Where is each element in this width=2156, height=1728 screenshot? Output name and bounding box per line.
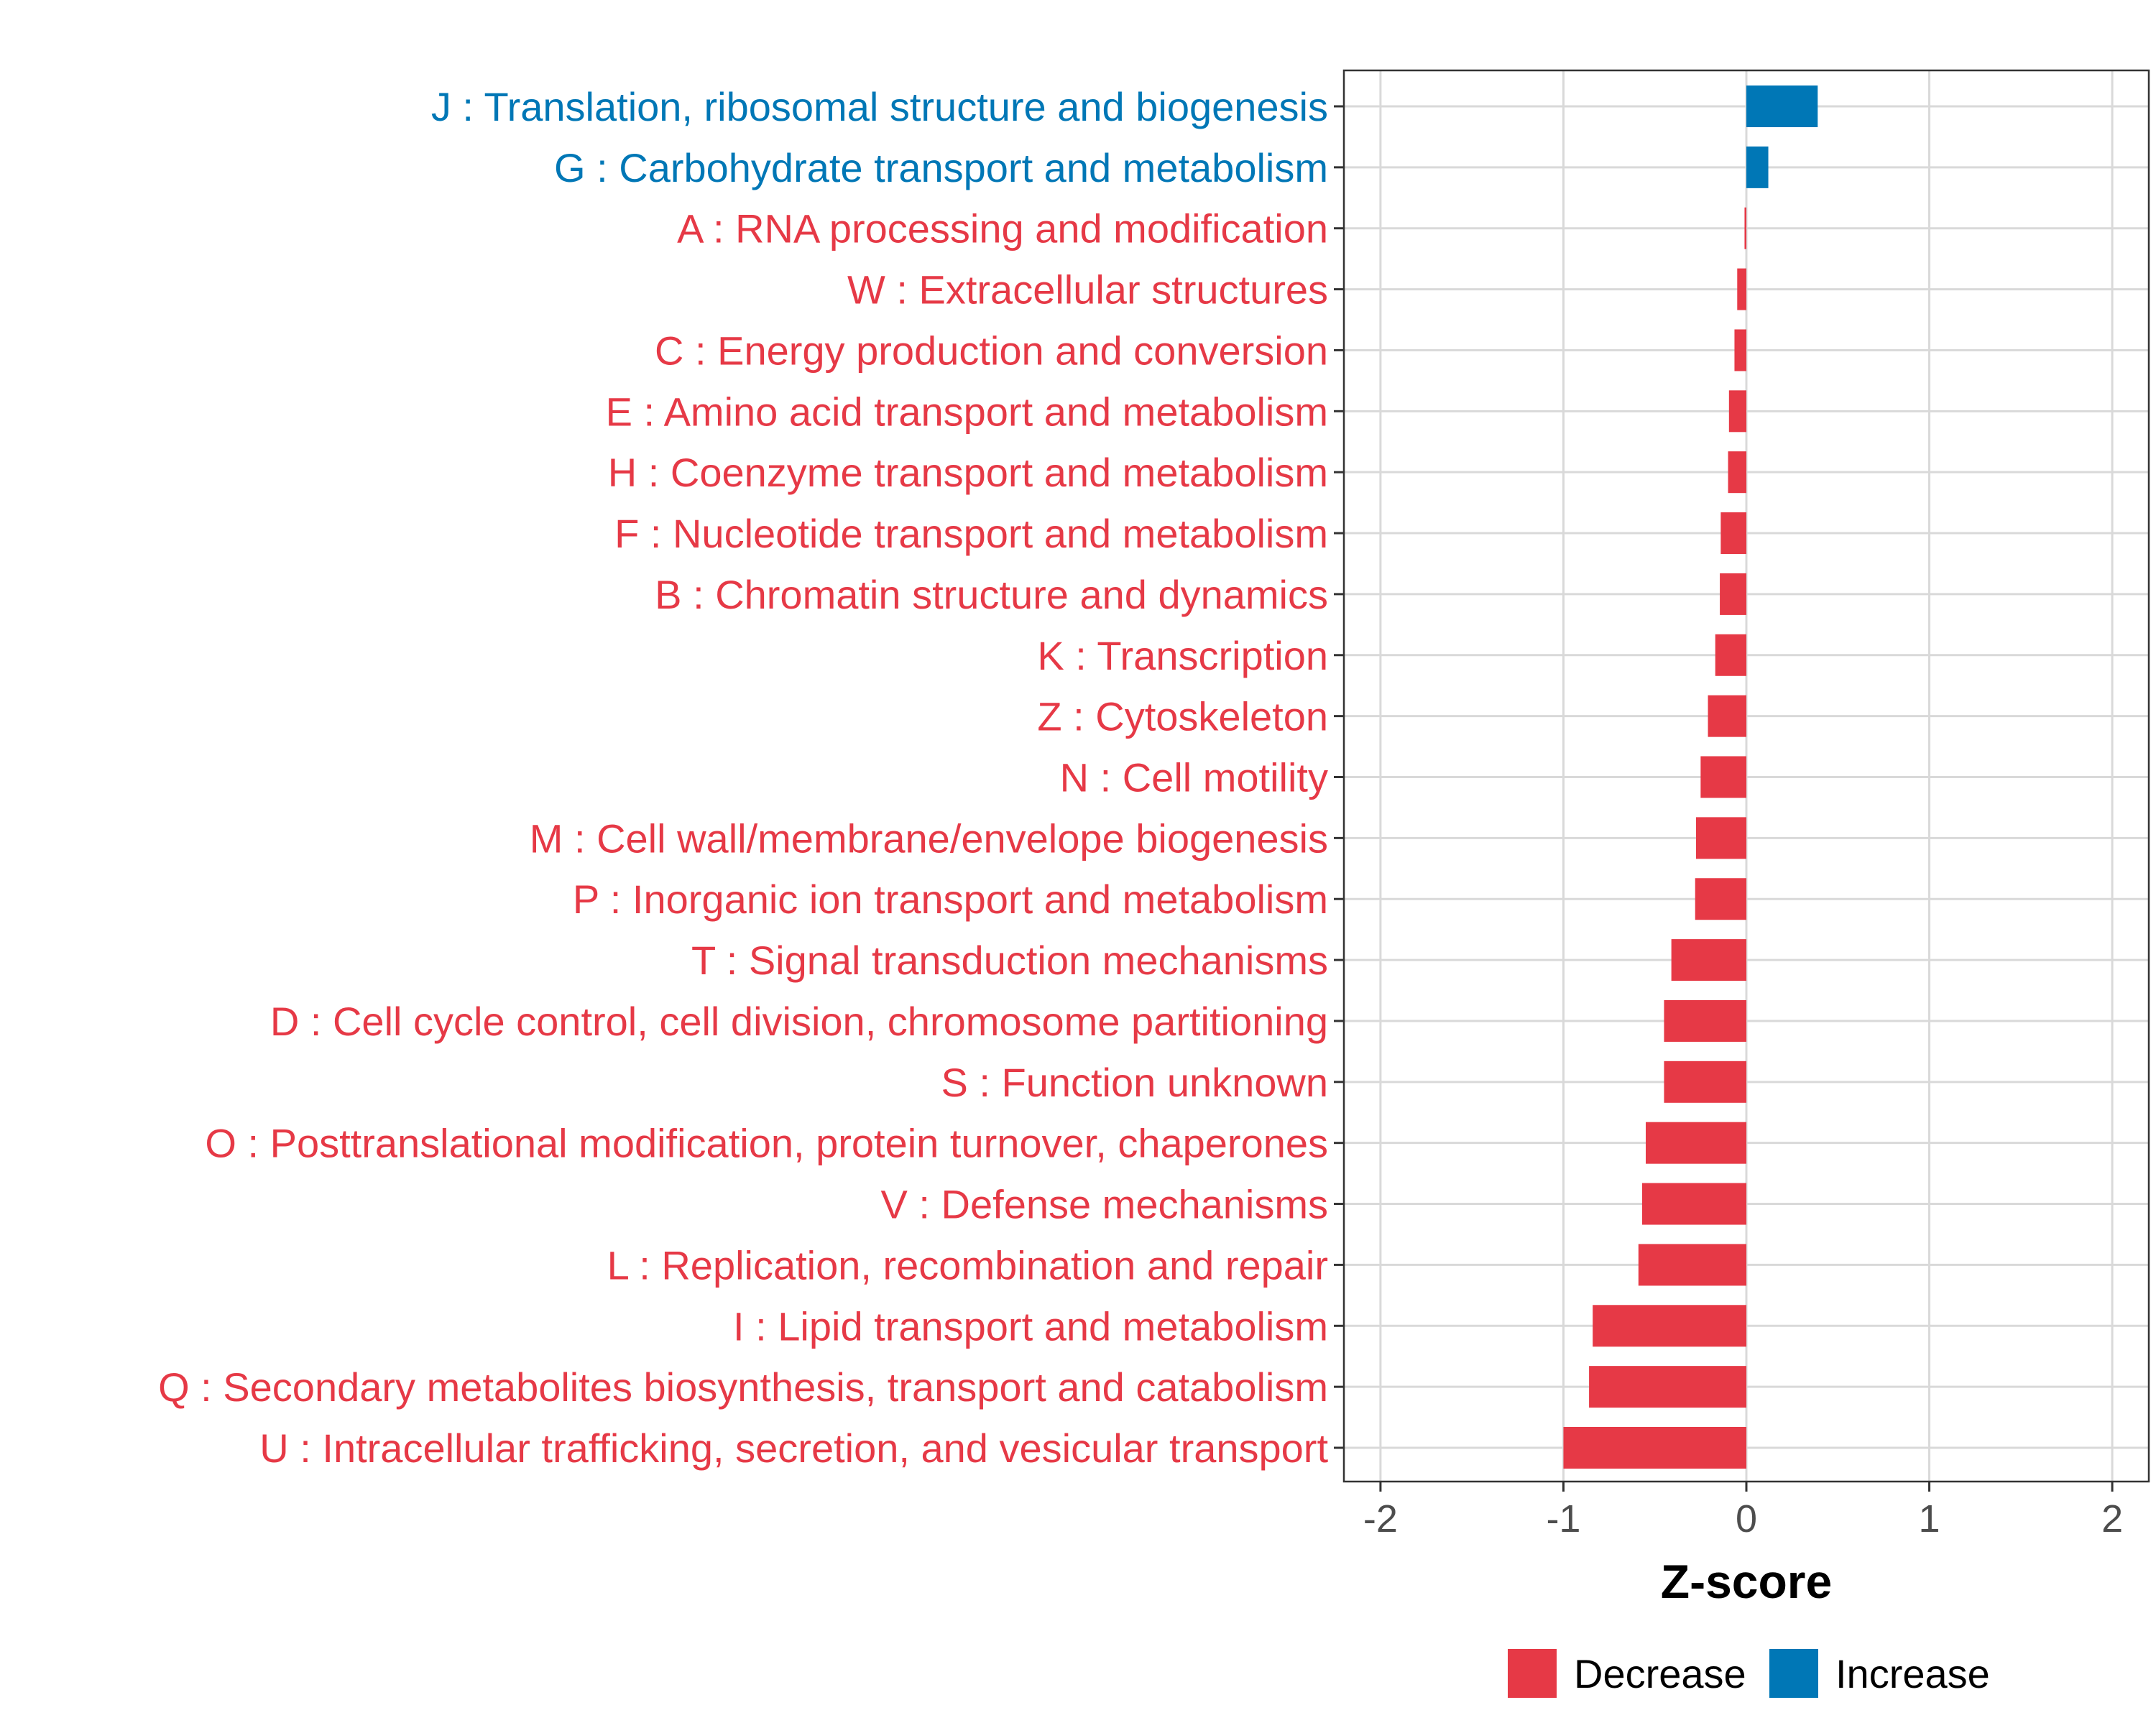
- bar-22: [1563, 1427, 1746, 1469]
- bar-20: [1593, 1305, 1746, 1347]
- category-label-4: C : Energy production and conversion: [655, 328, 1328, 373]
- category-label-19: L : Replication, recombination and repai…: [607, 1242, 1328, 1288]
- legend-swatch-decrease: [1508, 1649, 1557, 1698]
- bar-21: [1589, 1366, 1746, 1408]
- category-label-5: E : Amino acid transport and metabolism: [606, 389, 1328, 434]
- category-label-11: N : Cell motility: [1060, 755, 1328, 800]
- x-tick-label-2: 0: [1736, 1497, 1757, 1540]
- category-label-8: B : Chromatin structure and dynamics: [655, 572, 1328, 617]
- x-tick-label-1: -1: [1546, 1497, 1580, 1540]
- bar-16: [1664, 1061, 1746, 1103]
- bar-12: [1696, 817, 1746, 859]
- category-label-20: I : Lipid transport and metabolism: [733, 1303, 1328, 1349]
- bar-19: [1638, 1244, 1746, 1286]
- axes: -2 -1 0 1 2: [1334, 105, 2123, 1540]
- category-label-14: T : Signal transduction mechanisms: [691, 938, 1328, 983]
- category-label-6: H : Coenzyme transport and metabolism: [608, 450, 1328, 495]
- legend: Decrease Increase: [1508, 1649, 1990, 1698]
- category-label-3: W : Extracellular structures: [847, 267, 1328, 313]
- bar-7: [1720, 512, 1746, 555]
- bar-11: [1700, 756, 1746, 798]
- category-label-10: Z : Cytoskeleton: [1037, 694, 1328, 739]
- category-label-0: J : Translation, ribosomal structure and…: [431, 84, 1328, 129]
- bar-13: [1695, 878, 1746, 920]
- bar-14: [1671, 939, 1746, 981]
- x-tick-label-0: -2: [1363, 1497, 1398, 1540]
- x-tick-label-4: 2: [2101, 1497, 2123, 1540]
- category-label-1: G : Carbohydrate transport and metabolis…: [554, 145, 1328, 190]
- category-label-18: V : Defense mechanisms: [881, 1182, 1328, 1227]
- legend-label-increase: Increase: [1835, 1651, 1990, 1696]
- category-label-15: D : Cell cycle control, cell division, c…: [270, 999, 1328, 1044]
- bar-2: [1744, 207, 1746, 249]
- category-label-7: F : Nucleotide transport and metabolism: [614, 511, 1328, 556]
- bar-5: [1728, 390, 1746, 433]
- category-label-22: U : Intracellular trafficking, secretion…: [259, 1426, 1328, 1471]
- bars: [1563, 86, 1818, 1469]
- category-label-16: S : Function unknown: [941, 1060, 1328, 1105]
- legend-swatch-increase: [1769, 1649, 1818, 1698]
- bar-15: [1664, 999, 1746, 1042]
- legend-label-decrease: Decrease: [1574, 1651, 1746, 1696]
- bar-6: [1728, 451, 1746, 494]
- bar-17: [1646, 1122, 1746, 1164]
- category-label-12: M : Cell wall/membrane/envelope biogenes…: [530, 816, 1328, 861]
- bar-10: [1708, 695, 1746, 737]
- bar-18: [1641, 1183, 1746, 1225]
- x-axis-title: Z-score: [1661, 1555, 1832, 1608]
- bar-1: [1746, 146, 1769, 188]
- bar-8: [1720, 573, 1746, 615]
- category-label-21: Q : Secondary metabolites biosynthesis, …: [158, 1364, 1328, 1410]
- x-tick-label-3: 1: [1919, 1497, 1940, 1540]
- bar-0: [1746, 86, 1818, 127]
- bar-4: [1734, 329, 1746, 371]
- category-label-9: K : Transcription: [1037, 633, 1328, 678]
- bar-9: [1715, 634, 1746, 676]
- category-label-17: O : Posttranslational modification, prot…: [205, 1121, 1328, 1166]
- bar-3: [1737, 268, 1746, 310]
- category-label-13: P : Inorganic ion transport and metaboli…: [573, 877, 1328, 922]
- category-label-2: A : RNA processing and modification: [677, 206, 1328, 251]
- category-labels: J : Translation, ribosomal structure and…: [158, 84, 1328, 1471]
